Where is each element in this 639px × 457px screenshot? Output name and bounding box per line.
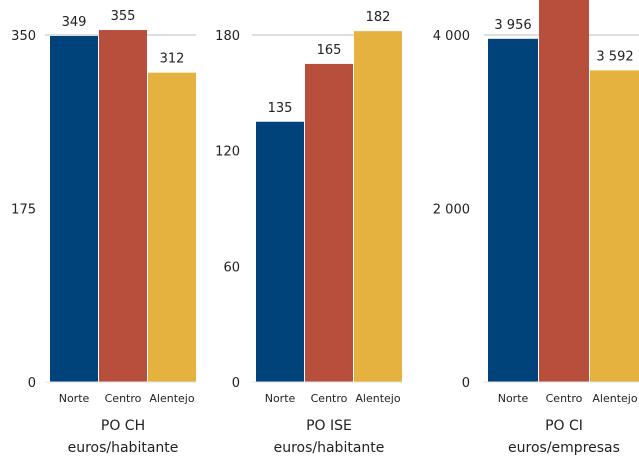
y-tick-label: 0 — [232, 376, 240, 391]
bar-alentejo — [148, 72, 196, 382]
panel-title: PO CH — [101, 418, 145, 434]
bar-value-label: 3 592 — [596, 49, 633, 64]
bar-centro — [305, 63, 353, 383]
bar-centro — [539, 0, 589, 382]
bar-value-label: 355 — [111, 9, 136, 24]
bar-value-label: 349 — [62, 15, 87, 30]
category-label: Norte — [59, 392, 90, 405]
y-tick-label: 2 000 — [433, 203, 470, 218]
category-label: Alentejo — [149, 392, 194, 405]
y-tick-label: 120 — [215, 145, 240, 160]
bar-value-label: 312 — [160, 52, 185, 67]
category-label: Centro — [105, 392, 142, 405]
chart-panel-1: 0 175 350 349 Norte 355 Centro 312 Alentejo PO CH… — [11, 9, 196, 456]
y-tick-label: 180 — [215, 29, 240, 44]
bar-alentejo — [590, 70, 639, 383]
panel-title: PO ISE — [306, 418, 352, 434]
panel-title: PO CI — [545, 418, 583, 434]
category-label: Norte — [498, 392, 529, 405]
bar-norte — [256, 121, 304, 382]
chart-panel-2: 0 60 120 180 135 Norte 165 Centro 182 AlentejoPO … — [215, 10, 402, 456]
y-tick-label: 350 — [11, 29, 36, 44]
panel-subtitle: euros/habitante — [68, 440, 179, 456]
category-label: Alentejo — [592, 392, 637, 405]
bar-centro — [99, 30, 147, 383]
bar-norte — [488, 38, 538, 382]
y-tick-label: 175 — [11, 203, 36, 218]
y-tick-label: 4 000 — [433, 29, 470, 44]
y-tick-label: 60 — [223, 260, 240, 275]
category-label: Centro — [311, 392, 348, 405]
panel-subtitle: euros/habitante — [274, 440, 385, 456]
category-label: Norte — [265, 392, 296, 405]
bar-alentejo — [354, 31, 402, 383]
bar-value-label: 182 — [366, 10, 391, 25]
bar-value-label: 3 956 — [494, 18, 531, 33]
bar-value-label: 165 — [317, 43, 342, 58]
y-tick-label: 0 — [462, 376, 470, 391]
bar-value-label: 135 — [268, 101, 293, 116]
panel-subtitle: euros/empresas — [508, 440, 620, 456]
bar-norte — [50, 35, 98, 383]
category-label: Centro — [546, 392, 583, 405]
category-label: Alentejo — [355, 392, 400, 405]
y-tick-label: 0 — [28, 376, 36, 391]
